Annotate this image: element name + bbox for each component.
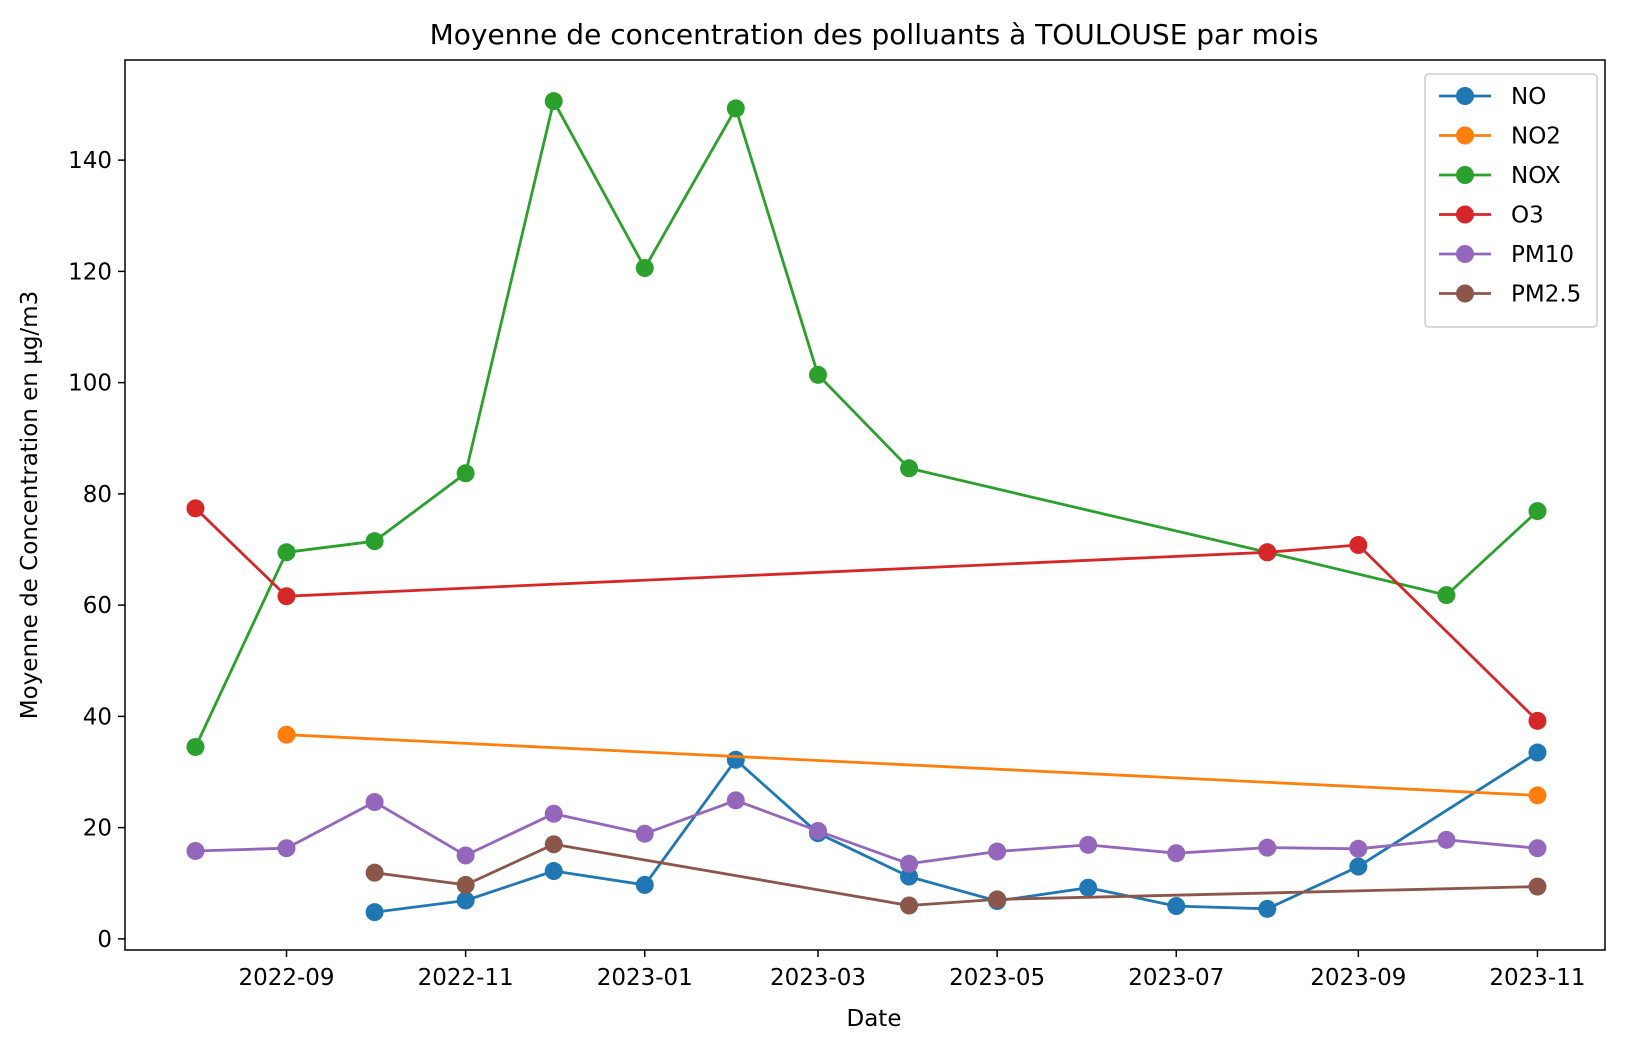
data-point-O3-3: [1349, 536, 1368, 555]
data-point-PM10-10: [1079, 835, 1098, 854]
data-point-NO-6: [900, 867, 919, 886]
data-point-NO-4: [726, 750, 745, 769]
data-point-PM10-1: [277, 839, 296, 858]
data-point-PM2.5-0: [365, 863, 384, 882]
data-point-PM10-3: [456, 846, 475, 865]
y-tick-label-0: 0: [97, 927, 112, 953]
data-point-NOX-1: [277, 543, 296, 562]
data-point-PM2.5-1: [456, 875, 475, 894]
data-point-PM10-15: [1528, 839, 1547, 858]
data-point-NOX-0: [186, 737, 205, 756]
x-tick-label-2: 2023-01: [597, 965, 693, 991]
legend-marker-NO: [1456, 87, 1474, 105]
y-tick-label-7: 140: [68, 148, 112, 174]
chart-title: Moyenne de concentration des polluants à…: [430, 18, 1319, 51]
legend-label-NO: NO: [1511, 84, 1546, 110]
series-PM10: [186, 791, 1547, 873]
data-point-NO-1: [456, 891, 475, 910]
data-point-NO2-1: [1528, 786, 1547, 805]
data-point-PM2.5-2: [544, 835, 563, 854]
legend-label-NO2: NO2: [1511, 124, 1561, 150]
y-axis: 0 20 40 60 80 100 120 140: [68, 148, 125, 953]
data-point-PM10-14: [1437, 830, 1456, 849]
legend-label-PM2.5: PM2.5: [1511, 282, 1581, 308]
legend-marker-O3: [1456, 205, 1474, 224]
data-point-NO-9: [1167, 897, 1186, 916]
data-point-O3-2: [1258, 543, 1277, 562]
x-tick-label-5: 2023-07: [1128, 965, 1224, 991]
series-line-NOX: [194, 99, 1539, 748]
data-point-NOX-7: [809, 365, 828, 384]
data-point-NO2-0: [277, 725, 296, 744]
data-point-NOX-6: [726, 99, 745, 118]
data-point-NOX-3: [456, 464, 475, 483]
data-point-NO-0: [365, 903, 384, 922]
data-point-O3-0: [186, 499, 205, 518]
data-point-PM10-9: [988, 842, 1007, 861]
data-point-NOX-10: [1437, 586, 1456, 605]
legend: NO NO2 NOX O3 PM10 PM2.5: [1424, 73, 1598, 328]
x-axis-label: Date: [847, 1006, 902, 1032]
legend-marker-PM2.5: [1456, 284, 1474, 303]
data-point-PM10-0: [186, 841, 205, 860]
data-point-PM10-7: [809, 821, 828, 840]
data-point-PM2.5-4: [988, 890, 1007, 909]
data-point-PM10-5: [635, 824, 654, 843]
data-point-PM10-4: [544, 804, 563, 823]
series-line-PM2.5: [374, 842, 1538, 907]
data-point-NO-8: [1079, 878, 1098, 897]
x-tick-label-7: 2023-11: [1489, 965, 1585, 991]
legend-label-PM10: PM10: [1511, 242, 1574, 268]
series-line-PM10: [195, 799, 1538, 866]
legend-label-O3: O3: [1511, 203, 1544, 229]
data-point-PM10-2: [365, 793, 384, 812]
series-PM2.5: [365, 835, 1547, 915]
data-point-NOX-2: [365, 532, 384, 551]
x-tick-label-3: 2023-03: [770, 965, 866, 991]
data-point-NO-11: [1349, 857, 1368, 876]
data-point-NOX-4: [544, 92, 563, 111]
y-tick-label-2: 40: [83, 704, 112, 730]
series-NO2: [277, 725, 1547, 805]
legend-marker-NOX: [1456, 166, 1474, 184]
series-line-NO2: [286, 733, 1538, 797]
data-point-PM2.5-5: [1528, 877, 1547, 896]
series-O3: [186, 499, 1547, 730]
y-tick-label-3: 60: [83, 593, 112, 619]
data-point-O3-4: [1528, 711, 1547, 730]
data-point-NOX-11: [1528, 502, 1547, 521]
data-point-NOX-8: [900, 459, 919, 478]
data-point-NO-3: [635, 875, 654, 894]
data-point-PM10-12: [1258, 838, 1277, 857]
x-tick-label-6: 2023-09: [1310, 965, 1406, 991]
data-point-PM2.5-3: [900, 896, 919, 915]
data-point-NO-2: [544, 862, 563, 881]
y-tick-label-5: 100: [68, 371, 112, 397]
x-tick-label-0: 2022-09: [238, 965, 334, 991]
x-tick-label-1: 2022-11: [418, 965, 514, 991]
data-point-NO-12: [1528, 743, 1547, 762]
data-point-PM10-8: [900, 854, 919, 873]
data-point-NOX-5: [635, 259, 654, 278]
data-point-NO-10: [1258, 899, 1277, 918]
data-point-PM10-13: [1349, 839, 1368, 858]
legend-label-NOX: NOX: [1511, 163, 1561, 189]
x-tick-label-4: 2023-05: [949, 965, 1045, 991]
data-point-PM10-6: [726, 791, 745, 810]
plot-area: [186, 92, 1547, 922]
legend-marker-NO2: [1456, 126, 1474, 145]
legend-marker-PM10: [1456, 245, 1474, 263]
y-tick-label-4: 80: [83, 482, 112, 508]
y-tick-label-1: 20: [83, 816, 112, 842]
x-axis: 2022-09 2022-11 2023-01 2023-03 2023-05 2023-…: [238, 950, 1586, 991]
y-axis-label: Moyenne de Concentration en µg/m3: [17, 291, 43, 719]
y-tick-label-6: 120: [68, 259, 112, 285]
data-point-O3-1: [277, 587, 296, 606]
data-point-PM10-11: [1167, 844, 1186, 863]
plot-frame: [124, 59, 1606, 951]
